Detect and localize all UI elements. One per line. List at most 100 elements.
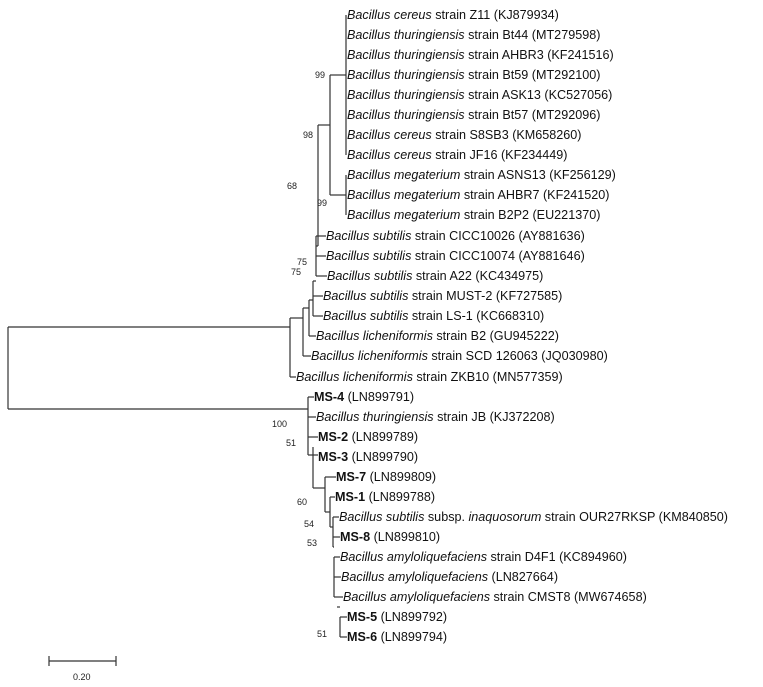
species-name: Bacillus thuringiensis xyxy=(347,48,465,62)
taxon-label: Bacillus megaterium strain B2P2 (EU22137… xyxy=(347,207,600,223)
strain-accession: strain MUST-2 (KF727585) xyxy=(408,289,563,303)
isolate-name: MS-4 xyxy=(314,390,345,404)
species-name: Bacillus thuringiensis xyxy=(347,88,465,102)
strain-accession: (LN899794) xyxy=(377,630,448,644)
strain-accession: strain AHBR3 (KF241516) xyxy=(464,48,614,62)
strain-accession: strain Z11 (KJ879934) xyxy=(431,8,559,22)
taxon-label: Bacillus subtilis strain MUST-2 (KF72758… xyxy=(323,288,562,304)
strain-accession: strain OUR27RKSP (KM840850) xyxy=(541,510,728,524)
strain-accession: strain SCD 126063 (JQ030980) xyxy=(427,349,608,363)
bootstrap-value: 98 xyxy=(302,130,313,140)
species-name: Bacillus megaterium xyxy=(347,188,461,202)
subspecies-prefix: subsp. xyxy=(424,510,469,524)
strain-accession: strain A22 (KC434975) xyxy=(412,269,544,283)
taxon-label: MS-3 (LN899790) xyxy=(318,449,418,465)
strain-accession: strain Bt57 (MT292096) xyxy=(464,108,601,122)
species-name: Bacillus amyloliquefaciens xyxy=(341,570,488,584)
strain-accession: strain AHBR7 (KF241520) xyxy=(460,188,610,202)
species-name: Bacillus subtilis xyxy=(327,269,413,283)
strain-accession: strain B2P2 (EU221370) xyxy=(460,208,601,222)
bootstrap-value: 51 xyxy=(316,629,327,639)
taxon-label: Bacillus thuringiensis strain Bt44 (MT27… xyxy=(347,27,600,43)
taxon-label: Bacillus subtilis strain LS-1 (KC668310) xyxy=(323,308,544,324)
species-name: Bacillus megaterium xyxy=(347,208,461,222)
taxon-label: Bacillus amyloliquefaciens strain CMST8 … xyxy=(343,589,647,605)
taxon-label: Bacillus subtilis strain CICC10026 (AY88… xyxy=(326,228,585,244)
bootstrap-value: 54 xyxy=(303,519,314,529)
strain-accession: strain S8SB3 (KM658260) xyxy=(431,128,582,142)
taxon-label: Bacillus cereus strain JF16 (KF234449) xyxy=(347,147,568,163)
species-name: Bacillus subtilis xyxy=(339,510,425,524)
taxon-label: Bacillus licheniformis strain ZKB10 (MN5… xyxy=(296,369,563,385)
taxon-label: Bacillus cereus strain S8SB3 (KM658260) xyxy=(347,127,582,143)
strain-accession: strain Bt44 (MT279598) xyxy=(464,28,601,42)
taxon-label: Bacillus amyloliquefaciens strain D4F1 (… xyxy=(340,549,627,565)
isolate-name: MS-5 xyxy=(347,610,378,624)
strain-accession: strain D4F1 (KC894960) xyxy=(487,550,627,564)
species-name: Bacillus cereus xyxy=(347,128,432,142)
taxon-label: MS-6 (LN899794) xyxy=(347,629,447,645)
isolate-name: MS-6 xyxy=(347,630,378,644)
strain-accession: (LN899788) xyxy=(365,490,436,504)
species-name: Bacillus subtilis xyxy=(323,289,409,303)
taxon-label: Bacillus thuringiensis strain JB (KJ3722… xyxy=(316,409,555,425)
species-name: Bacillus thuringiensis xyxy=(316,410,434,424)
scale-bar-label: 0.20 xyxy=(73,672,91,682)
strain-accession: strain Bt59 (MT292100) xyxy=(464,68,601,82)
strain-accession: (LN899791) xyxy=(344,390,415,404)
taxon-label: Bacillus cereus strain Z11 (KJ879934) xyxy=(347,7,559,23)
strain-accession: strain CICC10026 (AY881636) xyxy=(411,229,585,243)
strain-accession: (LN899810) xyxy=(370,530,441,544)
bootstrap-value: 68 xyxy=(286,181,297,191)
species-name: Bacillus subtilis xyxy=(323,309,409,323)
isolate-name: MS-8 xyxy=(340,530,371,544)
species-name: Bacillus thuringiensis xyxy=(347,108,465,122)
species-name: Bacillus thuringiensis xyxy=(347,28,465,42)
bootstrap-value: 75 xyxy=(296,257,307,267)
species-name: Bacillus licheniformis xyxy=(316,329,433,343)
bootstrap-value: 99 xyxy=(316,198,327,208)
taxon-label: MS-4 (LN899791) xyxy=(314,389,414,405)
strain-accession: (LN899789) xyxy=(348,430,419,444)
taxon-label: Bacillus licheniformis strain B2 (GU9452… xyxy=(316,328,559,344)
species-name: Bacillus thuringiensis xyxy=(347,68,465,82)
taxon-label: MS-8 (LN899810) xyxy=(340,529,440,545)
species-name: Bacillus cereus xyxy=(347,8,432,22)
strain-accession: strain JB (KJ372208) xyxy=(433,410,555,424)
strain-accession: strain JF16 (KF234449) xyxy=(431,148,568,162)
species-name: Bacillus amyloliquefaciens xyxy=(340,550,487,564)
species-name: Bacillus subtilis xyxy=(326,229,412,243)
isolate-name: MS-1 xyxy=(335,490,366,504)
bootstrap-value: 51 xyxy=(285,438,296,448)
species-name: Bacillus licheniformis xyxy=(296,370,413,384)
species-name: Bacillus cereus xyxy=(347,148,432,162)
strain-accession: strain CMST8 (MW674658) xyxy=(490,590,647,604)
bootstrap-value: 100 xyxy=(271,419,287,429)
species-name: Bacillus megaterium xyxy=(347,168,461,182)
strain-accession: strain ZKB10 (MN577359) xyxy=(412,370,563,384)
strain-accession: (LN899790) xyxy=(348,450,419,464)
taxon-label: MS-5 (LN899792) xyxy=(347,609,447,625)
species-name: Bacillus licheniformis xyxy=(311,349,428,363)
taxon-label: Bacillus megaterium strain AHBR7 (KF2415… xyxy=(347,187,610,203)
species-name: Bacillus subtilis xyxy=(326,249,412,263)
taxon-label: Bacillus subtilis strain A22 (KC434975) xyxy=(327,268,543,284)
strain-accession: (LN899809) xyxy=(366,470,437,484)
isolate-name: MS-7 xyxy=(336,470,367,484)
bootstrap-value: 53 xyxy=(306,538,317,548)
taxon-label: MS-1 (LN899788) xyxy=(335,489,435,505)
taxon-label: Bacillus thuringiensis strain AHBR3 (KF2… xyxy=(347,47,614,63)
taxon-label: Bacillus licheniformis strain SCD 126063… xyxy=(311,348,608,364)
isolate-name: MS-2 xyxy=(318,430,349,444)
bootstrap-value: 75 xyxy=(290,267,301,277)
species-name: Bacillus amyloliquefaciens xyxy=(343,590,490,604)
taxon-label: Bacillus subtilis strain CICC10074 (AY88… xyxy=(326,248,585,264)
strain-accession: strain ASNS13 (KF256129) xyxy=(460,168,616,182)
bootstrap-value: 99 xyxy=(314,70,325,80)
isolate-name: MS-3 xyxy=(318,450,349,464)
taxon-label: Bacillus amyloliquefaciens (LN827664) xyxy=(341,569,558,585)
taxon-label: Bacillus thuringiensis strain ASK13 (KC5… xyxy=(347,87,612,103)
